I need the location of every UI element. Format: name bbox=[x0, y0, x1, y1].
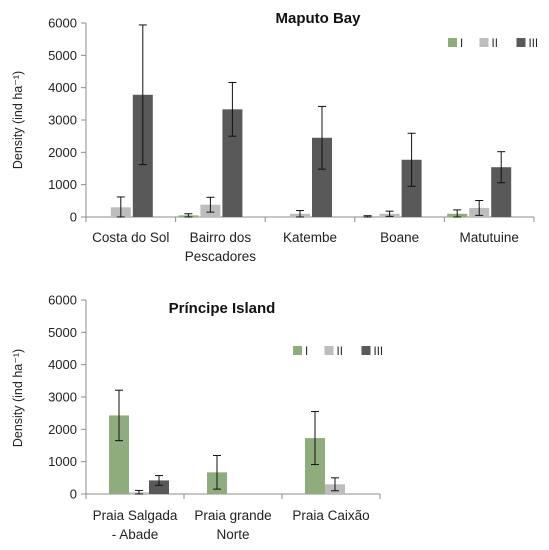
x-category-label: Katembe bbox=[283, 230, 337, 245]
legend-swatch-i bbox=[293, 346, 302, 355]
legend: I II III bbox=[293, 346, 383, 358]
legend-swatch-ii bbox=[479, 38, 489, 47]
y-tick-label: 5000 bbox=[48, 48, 77, 63]
y-tick-label: 2000 bbox=[48, 145, 77, 160]
legend-label-iii: III bbox=[374, 346, 384, 358]
bar-iii-1 bbox=[149, 480, 169, 494]
y-tick-label: 6000 bbox=[48, 16, 77, 31]
legend-swatch-iii bbox=[516, 38, 526, 47]
legend-label-ii: II bbox=[337, 346, 343, 358]
x-category-label: Praia Salgada bbox=[93, 508, 178, 523]
x-category-label: Pescadores bbox=[185, 249, 257, 264]
legend-label-i: I bbox=[305, 346, 308, 358]
bar-iii-4 bbox=[401, 159, 422, 217]
bar-iii-3 bbox=[312, 137, 332, 217]
x-category-label: Bairro dos bbox=[190, 230, 252, 245]
x-category-label: Costa do Sol bbox=[92, 230, 169, 245]
bar-i-1 bbox=[109, 415, 129, 494]
x-category-label: Praia grande bbox=[194, 508, 271, 523]
legend-label-ii: II bbox=[492, 38, 498, 50]
x-category-label: Matutuine bbox=[460, 230, 519, 245]
y-tick-label: 0 bbox=[70, 487, 77, 502]
x-category-label: - Abade bbox=[112, 527, 159, 542]
y-tick-label: 4000 bbox=[48, 80, 77, 95]
legend: I II III bbox=[448, 38, 538, 50]
bar-i-3 bbox=[305, 438, 325, 494]
bar-iii-2 bbox=[222, 109, 243, 217]
y-tick-label: 1000 bbox=[48, 454, 77, 469]
legend-swatch-iii bbox=[361, 346, 371, 355]
y-axis-label: Density (ind ha⁻¹) bbox=[11, 349, 25, 447]
y-tick-label: 2000 bbox=[48, 422, 77, 437]
x-category-label: Boane bbox=[380, 230, 419, 245]
chart-title: Maputo Bay bbox=[275, 10, 361, 27]
legend-swatch-ii bbox=[324, 346, 334, 355]
y-axis-label: Density (ind ha⁻¹) bbox=[11, 71, 25, 169]
y-tick-label: 1000 bbox=[48, 177, 77, 192]
chart-title: Príncipe Island bbox=[169, 300, 276, 317]
y-tick-label: 5000 bbox=[48, 325, 77, 340]
y-tick-label: 3000 bbox=[48, 113, 77, 128]
chart-panel-1: 0 1000 2000 3000 4000 5000 6000 Density (ind ha… bbox=[11, 10, 538, 264]
bar-iii-5 bbox=[491, 167, 512, 217]
y-tick-label: 4000 bbox=[48, 357, 77, 372]
x-category-label: Praia Caixão bbox=[292, 508, 369, 523]
y-tick-label: 0 bbox=[70, 210, 77, 225]
legend-label-i: I bbox=[460, 38, 463, 50]
y-tick-label: 6000 bbox=[48, 293, 77, 308]
legend-label-iii: III bbox=[529, 38, 539, 50]
x-category-label: Norte bbox=[216, 527, 249, 542]
chart-panel-2: 0 1000 2000 3000 4000 5000 6000 Density (ind ha… bbox=[11, 293, 383, 543]
y-tick-label: 3000 bbox=[48, 390, 77, 405]
legend-swatch-i bbox=[448, 38, 457, 47]
